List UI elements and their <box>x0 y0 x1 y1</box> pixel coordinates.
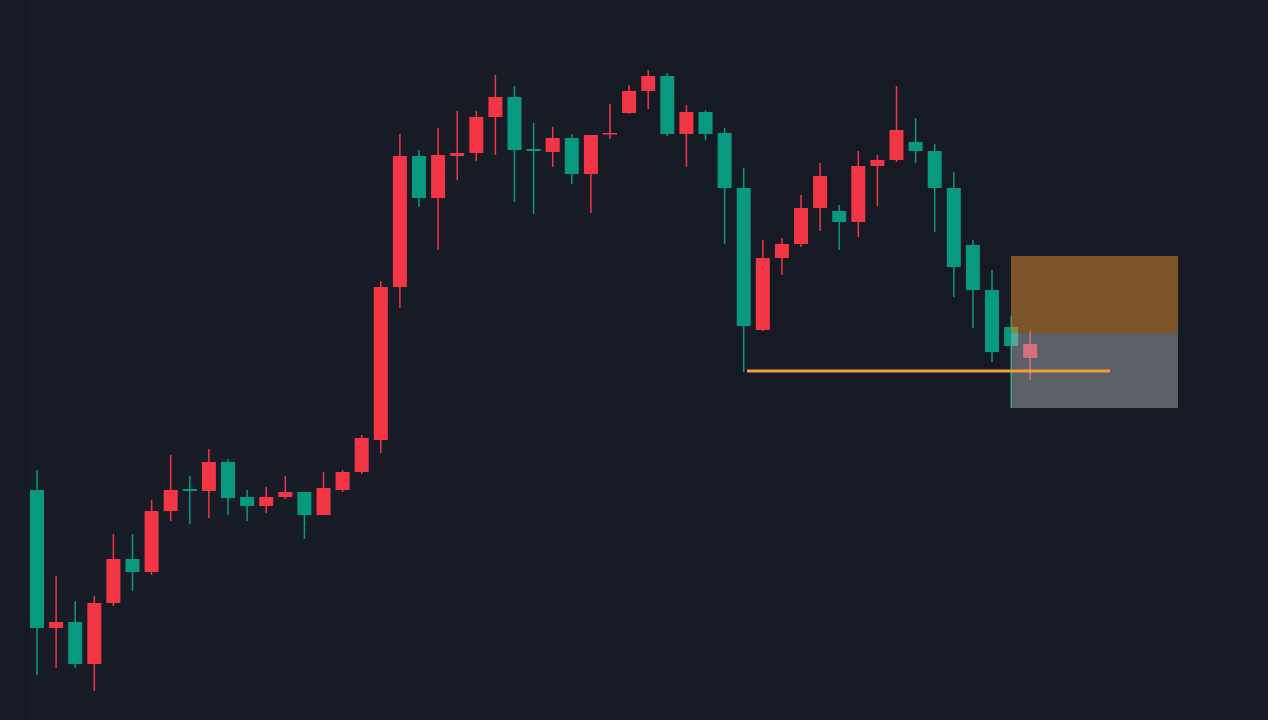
candle-body <box>870 160 885 166</box>
candle-body <box>927 151 942 188</box>
candle-body <box>698 112 713 134</box>
candle-body <box>641 76 656 91</box>
candle-body <box>774 244 789 258</box>
candle-body <box>221 462 235 498</box>
candle-body <box>717 133 732 188</box>
candle-body <box>392 156 407 287</box>
panel-shade <box>28 0 614 720</box>
candles <box>30 70 1038 691</box>
candle-body <box>622 91 637 113</box>
candle-body <box>985 290 999 352</box>
candle-body <box>144 511 159 572</box>
candle-body <box>755 258 770 330</box>
candle-body <box>354 438 369 472</box>
candle-body <box>583 135 598 174</box>
candle-body <box>49 622 64 628</box>
candle-body <box>965 245 980 290</box>
candle-body <box>259 497 274 506</box>
target-zone <box>1011 256 1178 333</box>
candle-body <box>488 97 503 117</box>
candle-body <box>68 622 83 664</box>
candle-body <box>412 156 426 198</box>
candle-body <box>373 287 388 440</box>
candle-body <box>794 208 808 244</box>
candle-body <box>660 76 675 134</box>
candle-body <box>201 462 216 491</box>
candle-body <box>889 130 904 160</box>
candle-body <box>297 492 312 515</box>
candle-body <box>316 488 331 515</box>
candle-body <box>507 97 522 150</box>
candle-body <box>87 603 102 664</box>
candle-body <box>182 489 197 491</box>
candle-body <box>832 211 847 222</box>
candle-body <box>163 490 178 511</box>
candle-body <box>851 166 866 222</box>
candle-body <box>431 155 446 198</box>
candle-body <box>335 472 350 490</box>
candle-body <box>946 188 961 267</box>
candle-body <box>545 138 560 152</box>
candle-body <box>106 559 121 603</box>
candle-body <box>526 149 541 151</box>
candle-body <box>125 559 140 572</box>
candle-body <box>564 138 579 174</box>
candle-body <box>603 133 617 135</box>
candle-body <box>813 176 828 208</box>
candle-body <box>278 492 293 497</box>
candle-body <box>240 497 255 506</box>
candle-body <box>469 117 484 153</box>
candle-body <box>30 490 44 628</box>
candle-body <box>736 188 751 326</box>
candle-body <box>1023 344 1038 358</box>
candle-body <box>908 142 923 151</box>
candle-body <box>450 153 465 156</box>
candle-body <box>679 112 694 134</box>
